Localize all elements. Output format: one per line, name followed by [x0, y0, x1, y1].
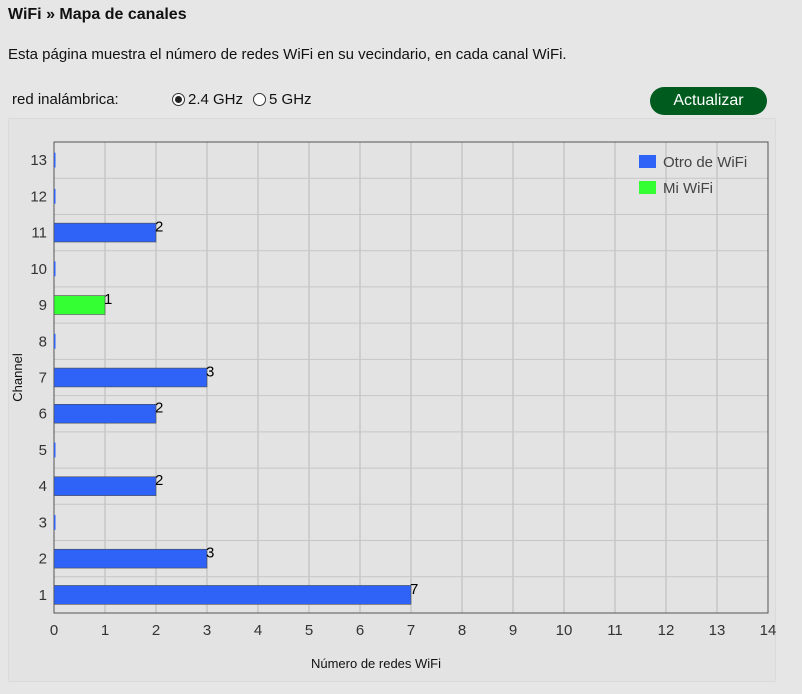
radio-5ghz-label: 5 GHz	[269, 91, 312, 108]
refresh-button[interactable]: Actualizar	[650, 87, 767, 115]
x-tick-label: 10	[556, 622, 573, 639]
legend-swatch	[639, 181, 656, 194]
bar-zero	[54, 261, 56, 277]
x-tick-label: 12	[658, 622, 675, 639]
radio-2-4ghz-label: 2.4 GHz	[188, 91, 244, 108]
y-tick-label: 10	[30, 261, 47, 278]
bar-zero	[54, 188, 56, 204]
y-tick-label: 13	[30, 152, 47, 169]
data-label: 2	[155, 472, 163, 489]
y-tick-label: 12	[30, 188, 47, 205]
x-tick-label: 8	[458, 622, 466, 639]
bar-zero	[54, 515, 56, 530]
y-tick-label: 4	[39, 478, 47, 495]
y-tick-label: 1	[39, 587, 47, 604]
x-tick-label: 7	[407, 622, 415, 639]
x-tick-label: 9	[509, 622, 517, 639]
x-tick-label: 1	[101, 622, 109, 639]
radio-2-4ghz[interactable]: 2.4 GHz	[172, 91, 243, 108]
x-tick-label: 2	[152, 622, 160, 639]
radio-5ghz[interactable]: 5 GHz	[253, 91, 312, 108]
x-tick-label: 11	[607, 622, 623, 639]
bar	[53, 404, 157, 424]
y-axis-title: Channel	[10, 353, 25, 402]
data-label: 1	[104, 291, 112, 308]
bar	[53, 585, 412, 605]
bar	[53, 367, 208, 388]
bar	[53, 548, 208, 569]
bar-zero	[54, 333, 56, 349]
channel-map-chart: 0 1 2 3 4 5 6 7 8 9 10 11 12 13 1412345678910111213732…	[10, 141, 777, 671]
y-tick-label: 7	[39, 370, 47, 387]
data-label: 2	[155, 219, 163, 236]
y-tick-label: 9	[39, 297, 47, 314]
x-tick-label: 4	[254, 622, 262, 639]
data-label: 3	[206, 545, 214, 562]
bar	[53, 222, 157, 243]
data-label: 2	[155, 400, 163, 417]
x-tick-label: 3	[203, 622, 211, 639]
radio-2-4ghz-indicator[interactable]	[172, 93, 185, 106]
legend-swatch	[639, 155, 656, 168]
bar	[53, 295, 106, 315]
bar-zero	[54, 442, 56, 458]
x-tick-label: 6	[356, 622, 364, 639]
y-tick-label: 5	[39, 442, 47, 459]
x-tick-label: 0	[50, 622, 58, 639]
page-description: Esta página muestra el número de redes W…	[8, 46, 567, 63]
y-tick-label: 6	[39, 406, 47, 423]
y-tick-label: 11	[31, 225, 47, 242]
data-label: 7	[410, 581, 418, 598]
x-tick-label: 5	[305, 622, 313, 639]
y-tick-label: 2	[39, 551, 47, 568]
x-tick-label: 13	[709, 622, 726, 639]
band-selector: red inalámbrica: 2.4 GHz 5 GHz	[12, 91, 322, 108]
data-label: 3	[206, 364, 214, 381]
y-tick-label: 8	[39, 333, 47, 350]
bar-zero	[54, 152, 56, 168]
band-selector-label: red inalámbrica:	[12, 91, 119, 108]
chart-panel: 0 1 2 3 4 5 6 7 8 9 10 11 12 13 14 1 2 3 4 5 6 7 8 9 10 11 12 13 7 3 2…	[8, 118, 776, 682]
x-tick-label: 14	[760, 622, 777, 639]
x-axis-title: Número de redes WiFi	[311, 656, 441, 671]
legend-label: Mi WiFi	[663, 180, 713, 197]
page-title: WiFi » Mapa de canales	[8, 6, 187, 23]
legend-label: Otro de WiFi	[663, 154, 747, 171]
y-tick-label: 3	[39, 514, 47, 531]
bar	[53, 476, 157, 496]
radio-5ghz-indicator[interactable]	[253, 93, 267, 106]
